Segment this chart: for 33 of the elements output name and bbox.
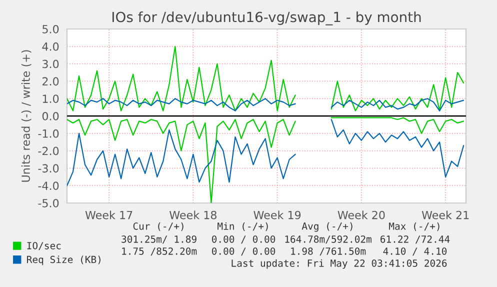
text: Avg (-/+) <box>302 222 352 232</box>
x-tick-label: Week 20 <box>338 210 385 220</box>
y-tick-label: 1.0 <box>42 94 59 103</box>
chart-title: IOs for /dev/ubuntu16-vg/swap_1 - by month <box>112 12 421 26</box>
text: 164.78m/592.02m <box>285 235 372 244</box>
x-tick-label: Week 17 <box>85 210 132 220</box>
y-tick-label: 2.0 <box>42 77 59 86</box>
text: Min (-/+) <box>218 222 268 231</box>
text: Last update: Fri May 22 03:41:05 2026 <box>232 259 447 269</box>
text: 0.00 / 0.00 <box>212 235 276 244</box>
y-tick-label: -4.0 <box>38 182 59 190</box>
text: Max (-/+) <box>389 222 440 231</box>
legend-label: IO/sec <box>27 242 61 250</box>
y-tick-label: 5.0 <box>42 24 59 34</box>
y-axis-title: Units read (-) / write (+) <box>21 50 32 182</box>
x-tick-label: Week 19 <box>254 210 301 220</box>
text: 0.00 / 0.00 <box>212 247 276 256</box>
text: 61.22 /72.44 <box>380 235 450 244</box>
y-tick-label: -5.0 <box>38 198 59 208</box>
legend-label: Req Size (KB) <box>27 256 100 266</box>
y-tick-label: -1.0 <box>38 129 59 138</box>
y-tick-label: -3.0 <box>38 164 59 173</box>
x-tick-label: Week 18 <box>170 210 216 220</box>
text: 4.10 / 4.10 <box>383 247 447 256</box>
text: 301.25m/ 1.89 <box>122 235 196 244</box>
y-tick-label: 4.0 <box>42 42 59 51</box>
text: Cur (-/+) <box>133 222 184 231</box>
y-tick-label: 0.0 <box>42 112 59 120</box>
x-tick-label: Week 21 <box>422 210 469 220</box>
text: 1.98 /761.50m <box>291 247 366 256</box>
y-tick-label: 3.0 <box>42 60 59 68</box>
y-tick-label: -2.0 <box>38 146 59 156</box>
text: 1.75 /852.20m <box>122 247 197 256</box>
